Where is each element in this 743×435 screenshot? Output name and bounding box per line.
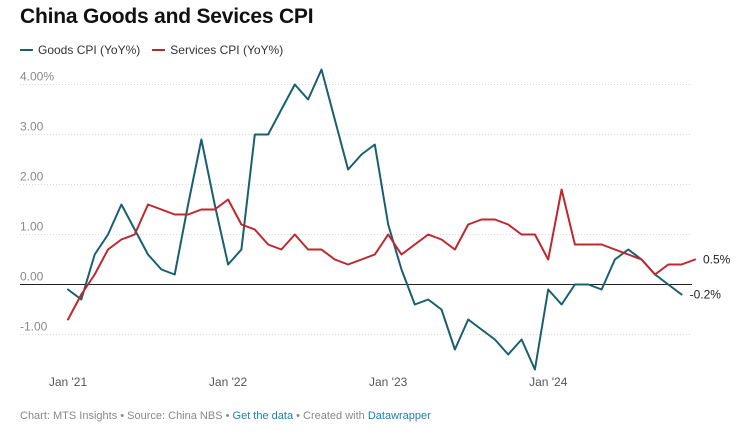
x-tick-label: Jan '23 [369, 375, 408, 389]
datawrapper-link[interactable]: Datawrapper [367, 410, 431, 422]
footer: Chart: MTS Insights • Source: China NBS … [20, 410, 431, 422]
y-tick-label: 3.00 [20, 120, 44, 134]
x-tick-label: Jan '21 [49, 375, 88, 389]
legend-swatch-goods [20, 49, 33, 51]
legend-label-services: Services CPI (YoY%) [170, 43, 284, 57]
legend-swatch-services [152, 49, 166, 51]
x-tick-label: Jan '24 [529, 375, 568, 389]
y-tick-label: -1.00 [20, 320, 48, 334]
legend-item-goods: Goods CPI (YoY%) [20, 43, 140, 57]
legend: Goods CPI (YoY%) Services CPI (YoY%) [20, 43, 295, 57]
goods-cpi-line [67, 68, 683, 371]
chart-title: China Goods and Sevices CPI [20, 5, 314, 28]
y-tick-label: 4.00% [20, 70, 54, 84]
y-tick-label: 1.00 [20, 220, 44, 234]
services-end-label: 0.5% [703, 253, 731, 267]
goods-end-label: -0.2% [690, 288, 722, 302]
line-chart: 4.00% 3.00 2.00 1.00 0.00 -1.00 Jan '21 Jan '22… [20, 68, 731, 389]
get-data-link[interactable]: Get the data [232, 410, 294, 422]
legend-item-services: Services CPI (YoY%) [152, 43, 283, 57]
legend-label-goods: Goods CPI (YoY%) [38, 43, 141, 57]
footer-source: Chart: MTS Insights • Source: China NBS … [20, 410, 233, 422]
services-cpi-line [67, 188, 696, 321]
y-tick-label: 2.00 [20, 170, 44, 184]
x-tick-label: Jan '22 [209, 375, 248, 389]
footer-created: • Created with [293, 410, 368, 422]
y-tick-label: 0.00 [20, 270, 44, 284]
